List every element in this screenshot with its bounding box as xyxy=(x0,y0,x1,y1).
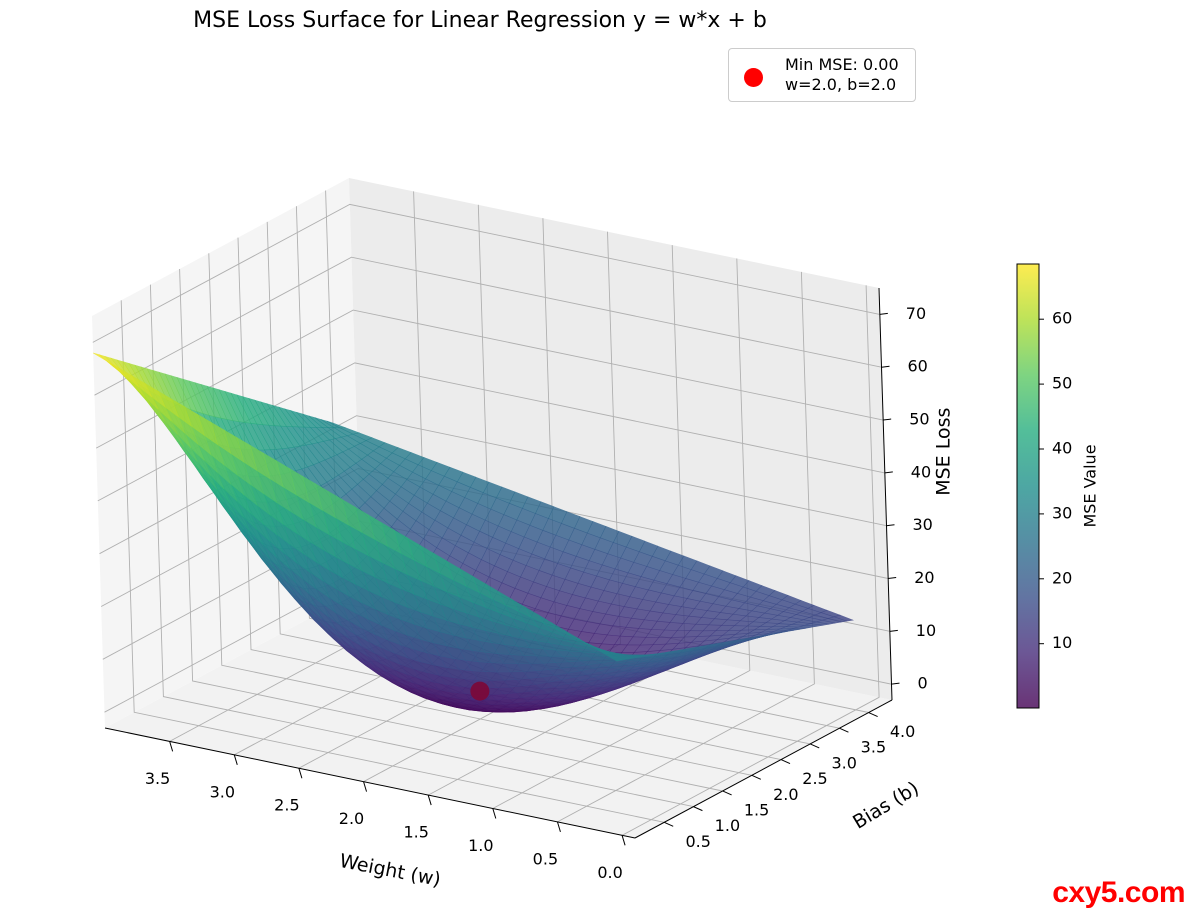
colorbar-frame xyxy=(1016,263,1040,709)
mse-tick-label: 60 xyxy=(908,357,928,376)
mse-tick xyxy=(889,629,898,632)
weight-tick-label: 3.0 xyxy=(210,782,235,801)
weight-tick xyxy=(298,768,303,779)
minimum-point-group xyxy=(470,681,490,701)
colorbar-tick-label: 50 xyxy=(1052,374,1072,393)
grid-line-z xyxy=(92,203,880,343)
grid-line-b xyxy=(149,284,694,808)
colorbar-tick-label: 20 xyxy=(1052,568,1072,587)
grid-line-w xyxy=(621,285,880,836)
weight-tick xyxy=(556,821,561,833)
weight-tick-label: 2.0 xyxy=(339,809,364,828)
weight-tick xyxy=(233,754,238,765)
grid-line-b xyxy=(295,206,840,729)
mse-tick-label: 20 xyxy=(914,568,934,587)
weight-tick-label: 0.5 xyxy=(533,849,558,868)
colorbar-tick-label: 60 xyxy=(1052,309,1072,328)
weight-tick xyxy=(621,835,626,846)
grid-line-z xyxy=(99,415,887,555)
weight-tick xyxy=(363,781,368,792)
bias-tick-label: 2.5 xyxy=(802,769,827,788)
bias-tick xyxy=(780,759,791,765)
mse-tick-label: 70 xyxy=(906,304,926,323)
bias-tick xyxy=(693,806,703,812)
weight-tick-label: 0.0 xyxy=(597,863,622,882)
weight-tick xyxy=(427,794,432,806)
watermark: cxy5.com xyxy=(1052,876,1185,909)
bias-tick-label: 3.0 xyxy=(831,753,856,772)
weight-tick-label: 3.5 xyxy=(145,769,170,788)
bias-tick xyxy=(664,821,674,827)
legend-label-line1: Min MSE: 0.00 xyxy=(785,55,899,74)
grid-line-b xyxy=(120,300,665,823)
bias-tick xyxy=(868,712,878,718)
surface-patch xyxy=(93,352,113,366)
bias-tick-label: 3.5 xyxy=(861,738,886,757)
legend-label-line2: w=2.0, b=2.0 xyxy=(785,75,897,94)
colorbar-tick-label: 30 xyxy=(1052,503,1072,522)
bias-tick-label: 1.5 xyxy=(744,801,769,820)
grid-line-z xyxy=(94,256,882,396)
minimum-point-marker xyxy=(470,681,490,701)
weight-tick xyxy=(169,741,174,752)
weight-tick xyxy=(492,808,497,819)
mse-tick xyxy=(886,524,895,527)
bias-tick xyxy=(810,743,820,749)
bias-tick-label: 0.5 xyxy=(685,832,710,851)
bias-tick-label: 1.0 xyxy=(715,816,740,835)
bias-tick xyxy=(722,790,732,796)
mse-tick-label: 10 xyxy=(916,621,936,640)
mse-tick xyxy=(883,418,892,421)
weight-tick-label: 2.5 xyxy=(274,796,299,815)
grid-line-w xyxy=(557,271,815,823)
colorbar-gradient xyxy=(1017,264,1039,708)
bias-axis-label: Bias (b) xyxy=(849,777,923,833)
loss-surface xyxy=(93,352,855,713)
bias-tick-label: 4.0 xyxy=(890,722,915,741)
weight-tick-label: 1.0 xyxy=(468,836,493,855)
colorbar-tick-label: 10 xyxy=(1052,633,1072,652)
colorbar-tick-label: 40 xyxy=(1052,439,1072,458)
weight-axis-label: Weight (w) xyxy=(338,850,443,891)
weight-axis-line xyxy=(104,727,636,839)
bias-tick-label: 2.0 xyxy=(773,785,798,804)
colorbar-label: MSE Value xyxy=(1080,444,1100,528)
colorbar: 10 20 30 40 50 60 xyxy=(1016,263,1072,709)
min-point-legend-marker xyxy=(744,68,763,87)
mse-tick xyxy=(884,471,893,474)
mse-tick-label: 0 xyxy=(918,674,928,693)
mse-tick xyxy=(879,312,888,315)
mse-tick-label: 40 xyxy=(911,462,931,481)
weight-tick-label: 1.5 xyxy=(403,823,428,842)
bias-tick xyxy=(839,727,849,733)
mse-tick xyxy=(891,682,900,685)
legend-label: Min MSE: 0.00 w=2.0, b=2.0 xyxy=(785,55,899,95)
chart-title: MSE Loss Surface for Linear Regression y… xyxy=(193,8,767,33)
mse-tick xyxy=(888,577,897,580)
mse-tick-label: 30 xyxy=(913,515,933,534)
legend: Min MSE: 0.00 w=2.0, b=2.0 xyxy=(728,48,916,102)
floor-pane xyxy=(105,590,892,838)
mse-tick xyxy=(881,365,890,368)
grid-line-w xyxy=(492,258,751,809)
bias-axis-line xyxy=(634,699,893,839)
grid-line-b xyxy=(237,237,782,761)
bias-tick xyxy=(751,774,762,780)
grid-line-b xyxy=(266,221,811,745)
mse-axis-label: MSE Loss xyxy=(933,408,955,496)
grid-line-z xyxy=(97,362,885,502)
mse-tick-label: 50 xyxy=(909,410,929,429)
